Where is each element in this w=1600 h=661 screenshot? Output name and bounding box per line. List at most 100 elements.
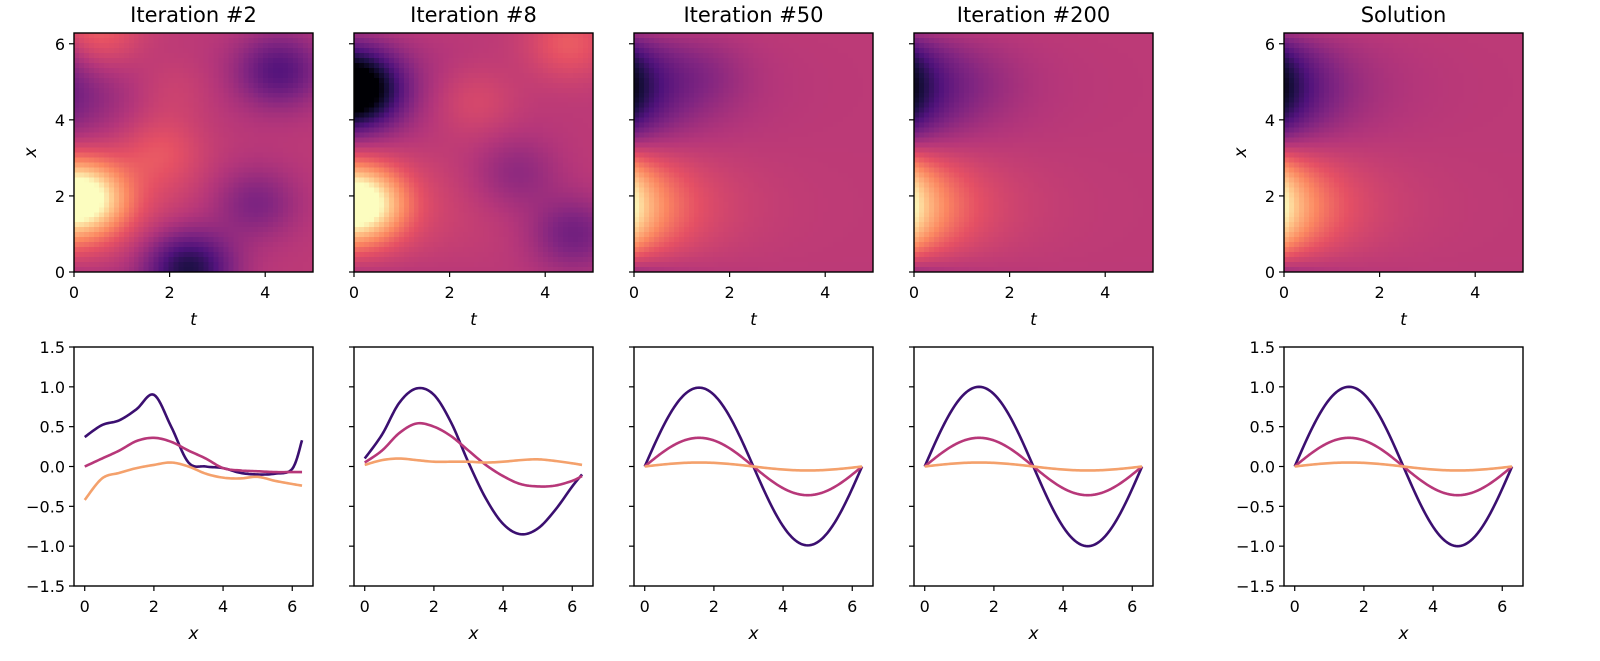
heatmap-cell [133,72,140,79]
heatmap-cell [108,52,115,59]
heatmap-cell [558,102,564,109]
heatmap-cell [483,172,490,178]
heatmap-cell [553,42,559,49]
heatmap-cell [388,142,395,149]
heatmap-cell [158,197,165,203]
heatmap-cell [178,177,185,183]
heatmap-cell [378,33,385,39]
heatmap-cell [118,62,125,69]
heatmap-cell [643,267,650,273]
heatmap-cell [453,117,460,124]
heatmap-cell [634,262,640,268]
heatmap-cell [588,192,594,198]
heatmap-cell [193,232,200,238]
heatmap-cell [118,97,125,104]
heatmap-cell [488,192,495,198]
heatmap-cell [123,62,130,69]
heatmap-cell [533,262,539,268]
heatmap-cell [478,182,485,188]
heatmap-cell [203,77,210,84]
heatmap-cell [453,42,460,49]
heatmap-cell [263,267,269,273]
heatmap-cell [108,147,115,154]
heatmap-cell [373,207,380,213]
heatmap-cell [518,72,524,79]
heatmap-cell [138,42,145,49]
heatmap-cell [113,142,120,149]
heatmap-cell [283,182,289,188]
heatmap-cell [293,47,299,54]
heatmap-cell [363,202,370,208]
heatmap-cell [508,67,514,74]
heatmap-cell [358,242,365,248]
heatmap-cell [248,132,254,139]
heatmap-cell [398,262,405,268]
heatmap-cell [93,127,100,134]
heatmap-cell [638,47,645,54]
heatmap-cell [203,72,210,79]
heatmap-cell [143,77,150,84]
heatmap-cell [238,142,244,149]
heatmap-cell [293,147,299,154]
heatmap-cell [438,117,445,124]
x-tick-label: 2 [445,283,455,302]
heatmap-cell [74,102,80,109]
heatmap-cell [648,167,655,174]
heatmap-cell [218,33,224,39]
heatmap-cell [503,57,509,64]
heatmap-cell [213,162,219,169]
heatmap-cell [538,187,544,193]
heatmap-cell [393,222,400,228]
heatmap-cell [373,212,380,218]
heatmap-cell [448,37,455,44]
heatmap-cell [303,57,309,64]
heatmap-cell [583,227,589,233]
heatmap-cell [298,52,304,59]
heatmap-cell [568,227,574,233]
heatmap-cell [648,57,655,64]
heatmap-cell [413,172,420,178]
heatmap-cell [538,152,544,159]
heatmap-cell [373,97,380,104]
heatmap-cell [163,262,170,268]
heatmap-cell [363,247,370,253]
heatmap-cell [228,47,234,54]
heatmap-cell [558,132,564,139]
heatmap-cell [528,207,534,213]
heatmap-cell [473,192,480,198]
heatmap-cell [493,162,499,169]
heatmap-cell [173,262,180,268]
heatmap-cell [74,132,80,139]
heatmap-cell [173,122,180,129]
heatmap-cell [173,182,180,188]
heatmap-cell [393,217,400,223]
heatmap-cell [488,182,495,188]
heatmap-cell [438,47,445,54]
heatmap-cell [488,47,495,54]
heatmap-cell [658,177,665,183]
heatmap-cell [458,33,465,39]
heatmap-cell [278,117,284,124]
heatmap-cell [74,137,80,144]
heatmap-cell [398,52,405,59]
heatmap-cell [558,247,564,253]
heatmap-cell [518,62,524,69]
heatmap-cell [638,147,645,154]
heatmap-cell [468,47,475,54]
heatmap-cell [233,257,239,263]
heatmap-cell [463,142,470,149]
heatmap-cell [123,182,130,188]
heatmap-cell [468,222,475,228]
heatmap-cell [403,33,410,39]
heatmap-cell [253,67,259,74]
heatmap-cell [238,192,244,198]
heatmap-cell [658,237,665,243]
heatmap-cell [573,57,579,64]
heatmap-cell [218,192,224,198]
heatmap-cell [568,112,574,119]
heatmap-cell [503,172,509,178]
heatmap-cell [108,237,115,243]
heatmap-cell [103,237,110,243]
heatmap-cell [283,187,289,193]
heatmap-cell [538,227,544,233]
